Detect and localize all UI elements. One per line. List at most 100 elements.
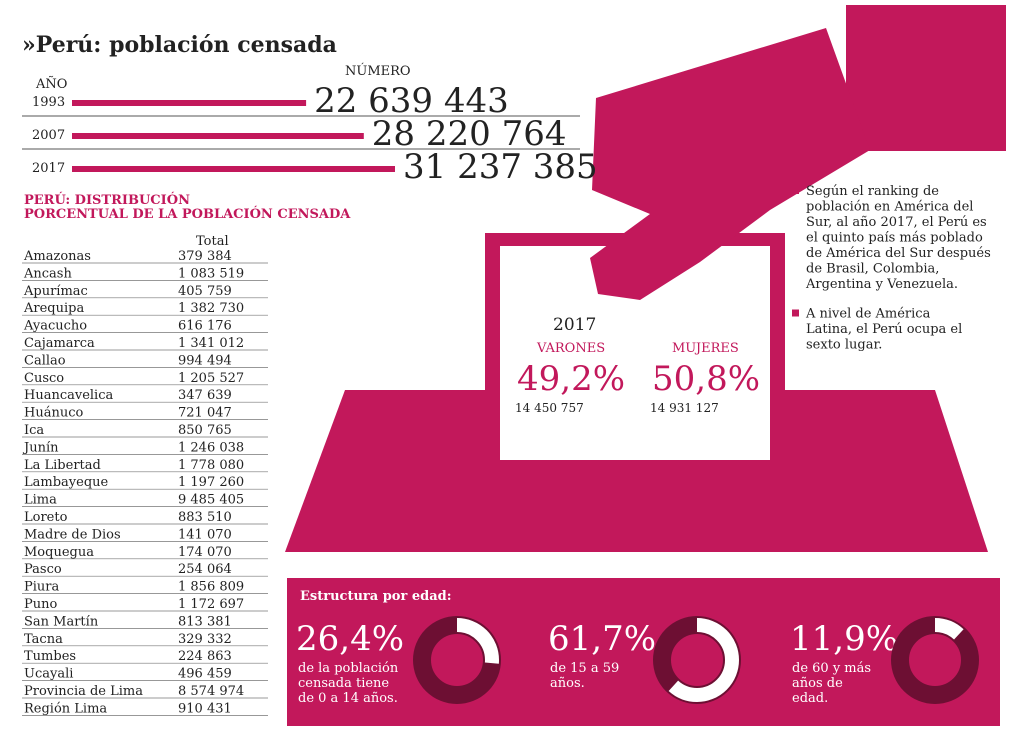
note-text: de América del Sur después [806, 246, 991, 261]
age-text: de 0 a 14 años. [298, 691, 398, 706]
donut-arc [415, 618, 499, 702]
region-total: 1 856 809 [178, 580, 244, 595]
age-percent: 26,4% [296, 619, 404, 659]
region-name: Ayacucho [23, 319, 87, 334]
region-total: 616 176 [178, 319, 232, 334]
region-total: 850 765 [178, 423, 232, 438]
hand [590, 28, 870, 300]
donut-arc [893, 618, 977, 702]
region-name: Apurímac [23, 284, 88, 299]
note-text: Latina, el Perú ocupa el [806, 322, 962, 337]
region-name: Piura [24, 580, 59, 595]
note-text: Según el ranking de [806, 184, 939, 199]
age-text: años. [550, 676, 585, 691]
number-header: NÚMERO [345, 62, 411, 79]
note-text: población en América del [806, 200, 973, 215]
region-name: Provincia de Lima [24, 684, 143, 699]
gender-year: 2017 [553, 315, 596, 335]
region-total: 910 431 [178, 701, 232, 716]
gender-percent: 49,2% [517, 359, 625, 399]
region-name: Moquegua [24, 545, 94, 560]
gender-count: 14 931 127 [650, 401, 719, 415]
census-value: 31 237 385 [403, 147, 598, 187]
region-name: Amazonas [23, 249, 91, 264]
region-name: Callao [24, 353, 66, 368]
census-year: 1993 [32, 95, 65, 110]
census-bar [72, 100, 307, 106]
region-total: 496 459 [178, 667, 232, 682]
corner-block [846, 5, 1006, 151]
note-text: Sur, al año 2017, el Perú es [806, 215, 987, 230]
region-total: 1 172 697 [178, 597, 244, 612]
region-total: 8 574 974 [178, 684, 244, 699]
region-name: Huánuco [24, 406, 83, 421]
region-name: Cusco [24, 371, 64, 386]
region-total: 1 778 080 [178, 458, 244, 473]
title: »Perú: población censada [22, 32, 337, 58]
region-name: Lambayeque [24, 475, 109, 490]
region-name: Puno [24, 597, 57, 612]
region-name: Huancavelica [24, 388, 113, 403]
census-bar [72, 133, 364, 139]
region-total: 254 064 [178, 562, 232, 577]
region-total: 1 246 038 [178, 440, 244, 455]
region-total: 9 485 405 [178, 493, 244, 508]
region-total: 379 384 [178, 249, 232, 264]
note-text: el quinto país más poblado [806, 231, 983, 246]
age-text: años de [792, 676, 843, 691]
region-total: 1 205 527 [178, 371, 244, 386]
region-total: 174 070 [178, 545, 232, 560]
census-year: 2017 [32, 161, 65, 176]
region-name: Cajamarca [24, 336, 95, 351]
region-name: Pasco [24, 562, 62, 577]
year-header: AÑO [35, 76, 67, 92]
region-total: 1 341 012 [178, 336, 244, 351]
age-text: censada tiene [298, 676, 389, 691]
region-name: Loreto [24, 510, 68, 525]
age-title: Estructura por edad: [300, 589, 452, 604]
age-text: de 15 a 59 [550, 661, 619, 676]
region-total: 224 863 [178, 649, 232, 664]
region-name: La Libertad [24, 458, 101, 473]
gender-label: VARONES [536, 341, 605, 356]
note-text: sexto lugar. [806, 338, 882, 353]
region-total: 883 510 [178, 510, 232, 525]
age-percent: 11,9% [790, 619, 898, 659]
region-total: 994 494 [178, 353, 232, 368]
census-value: 28 220 764 [372, 114, 567, 154]
region-name: Tacna [24, 632, 63, 647]
age-text: de 60 y más [792, 661, 871, 676]
note-bullet [792, 309, 799, 317]
note-text: de Brasil, Colombia, [806, 262, 939, 277]
region-total: 1 197 260 [178, 475, 244, 490]
region-total: 1 382 730 [178, 301, 244, 316]
region-name: Arequipa [23, 301, 84, 316]
table-title: PORCENTUAL DE LA POBLACIÓN CENSADA [24, 205, 351, 222]
donut-arc [655, 618, 739, 702]
region-name: San Martín [24, 614, 99, 629]
region-total: 721 047 [178, 406, 232, 421]
census-bar [72, 166, 395, 172]
note-text: Argentina y Venezuela. [805, 277, 958, 292]
region-name: Ucayali [24, 667, 73, 682]
region-total: 813 381 [178, 614, 232, 629]
note-text: A nivel de América [805, 307, 931, 322]
region-name: Tumbes [24, 649, 76, 664]
table-title: PERÚ: DISTRIBUCIÓN [24, 191, 190, 208]
note-bullet [792, 187, 799, 194]
region-total: 141 070 [178, 527, 232, 542]
region-name: Lima [24, 493, 57, 508]
region-total: 347 639 [178, 388, 232, 403]
gender-count: 14 450 757 [515, 401, 584, 415]
region-name: Ica [24, 423, 44, 438]
table-header: Total [196, 234, 229, 249]
region-name: Ancash [23, 266, 72, 281]
region-total: 1 083 519 [178, 266, 244, 281]
gender-label: MUJERES [672, 341, 739, 356]
age-text: edad. [792, 691, 828, 706]
region-name: Región Lima [24, 701, 107, 716]
age-percent: 61,7% [548, 619, 656, 659]
region-total: 405 759 [178, 284, 232, 299]
census-value: 22 639 443 [314, 81, 509, 121]
